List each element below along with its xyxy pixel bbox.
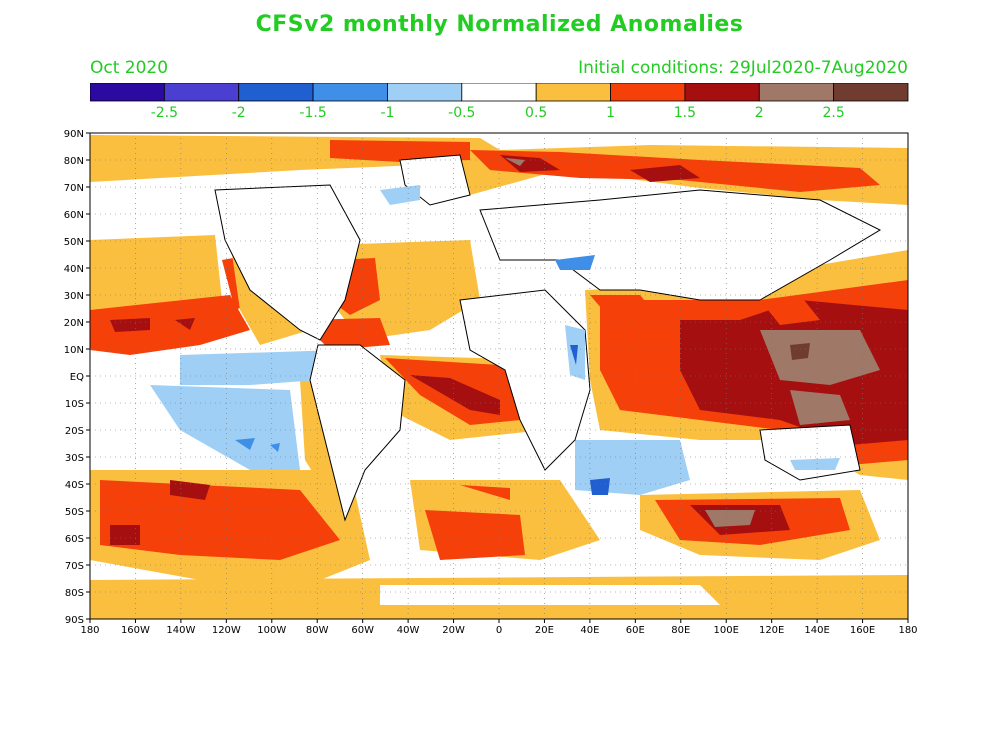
longitude-label: 160W (121, 625, 150, 636)
colorbar-tick-label: 2.5 (823, 105, 845, 121)
longitude-labels: 180 160W 140W 120W 100W 80W 60W 40W 20W 0 20E 40E 60… (80, 619, 918, 636)
longitude-label: 40W (397, 625, 420, 636)
latitude-label: 90N (64, 129, 84, 140)
colorbar-tick-label: -1.5 (299, 105, 326, 121)
colorbar-tick-label: 1 (606, 105, 615, 121)
graticule (90, 133, 908, 619)
colorbar-tick-label: 1.5 (674, 105, 696, 121)
latitude-label: 60N (64, 210, 84, 221)
colorbar-tick-label: -0.5 (448, 105, 475, 121)
map-frame (89, 132, 909, 620)
colorbar-swatch (163, 83, 240, 102)
colorbar-tick-label: -2.5 (151, 105, 178, 121)
latitude-labels: 90N 80N 70N 60N 50N 40N 30N 20N 10N EQ 10S 20S 30S 40… (64, 129, 90, 626)
colorbar: -2.5 -2 -1.5 -1 -0.5 0.5 1 1.5 2 2.5 (90, 83, 909, 121)
longitude-label: 100W (257, 625, 286, 636)
colorbar-swatch (684, 83, 760, 102)
initial-conditions-label: Initial conditions: 29Jul2020-7Aug2020 (578, 58, 908, 78)
longitude-label: 180 (80, 625, 99, 636)
longitude-label: 60E (626, 625, 645, 636)
longitude-label: 100E (714, 625, 739, 636)
latitude-label: 90S (65, 615, 84, 626)
latitude-label: EQ (70, 372, 84, 383)
forecast-month-label: Oct 2020 (90, 58, 169, 78)
latitude-label: 10S (65, 399, 84, 410)
longitude-label: 120W (212, 625, 241, 636)
colorbar-swatch (387, 83, 463, 102)
latitude-label: 70S (65, 561, 84, 572)
latitude-label: 80S (65, 588, 84, 599)
anomaly-fields (90, 133, 908, 619)
longitude-label: 0 (496, 625, 502, 636)
latitude-label: 10N (64, 345, 84, 356)
colorbar-swatch (312, 83, 388, 102)
latitude-label: 20S (65, 426, 84, 437)
colorbar-tick-label: 2 (755, 105, 764, 121)
longitude-label: 140W (166, 625, 195, 636)
colorbar-swatch (833, 83, 909, 102)
latitude-label: 50S (65, 507, 84, 518)
colorbar-swatch (461, 83, 537, 102)
latitude-label: 40N (64, 264, 84, 275)
latitude-label: 20N (64, 318, 84, 329)
latitude-label: 30S (65, 453, 84, 464)
colorbar-swatch (238, 83, 314, 102)
longitude-label: 80E (671, 625, 690, 636)
colorbar-swatch (758, 83, 835, 102)
colorbar-tick-label: -2 (232, 105, 246, 121)
colorbar-swatch (535, 83, 611, 102)
longitude-label: 40E (580, 625, 599, 636)
latitude-label: 50N (64, 237, 84, 248)
latitude-label: 80N (64, 156, 84, 167)
latitude-label: 30N (64, 291, 84, 302)
longitude-label: 60W (351, 625, 374, 636)
longitude-label: 20E (535, 625, 554, 636)
longitude-label: 180 (898, 625, 917, 636)
longitude-label: 20W (442, 625, 465, 636)
latitude-label: 40S (65, 480, 84, 491)
chart-title: CFSv2 monthly Normalized Anomalies (255, 12, 744, 37)
colorbar-tick-label: -1 (380, 105, 394, 121)
latitude-label: 70N (64, 183, 84, 194)
longitude-label: 140E (804, 625, 829, 636)
latitude-label: 60S (65, 534, 84, 545)
longitude-label: 160E (850, 625, 875, 636)
colorbar-swatch (610, 83, 686, 102)
colorbar-tick-label: 0.5 (525, 105, 547, 121)
longitude-label: 80W (306, 625, 329, 636)
colorbar-swatch (90, 83, 165, 102)
longitude-label: 120E (759, 625, 784, 636)
